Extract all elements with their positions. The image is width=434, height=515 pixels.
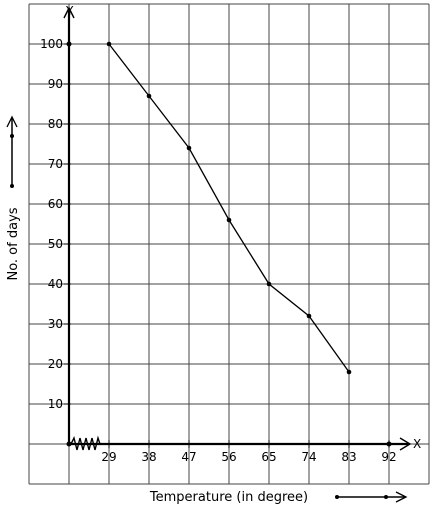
y-direction-arrowhead bbox=[6, 115, 18, 128]
data-point bbox=[146, 93, 152, 99]
x-tick-label: 83 bbox=[341, 450, 356, 464]
origin-point bbox=[66, 441, 72, 447]
y-tick-label: 90 bbox=[48, 77, 63, 91]
data-point bbox=[266, 281, 272, 287]
x-tick-label: 47 bbox=[181, 450, 196, 464]
grid bbox=[28, 3, 430, 485]
y-tick-label: 100 bbox=[40, 37, 63, 51]
x-tick-label: 92 bbox=[381, 450, 396, 464]
data-series bbox=[106, 41, 352, 375]
y-tick-label: 50 bbox=[48, 237, 63, 251]
y-tick-label: 70 bbox=[48, 157, 63, 171]
x-axis-end-point bbox=[386, 441, 392, 447]
x-tick-label: 38 bbox=[141, 450, 156, 464]
data-point bbox=[346, 369, 352, 375]
x-direction-dot bbox=[384, 495, 388, 499]
y-tick-label: 30 bbox=[48, 317, 63, 331]
y-tick-label: 20 bbox=[48, 357, 63, 371]
data-point bbox=[226, 217, 232, 223]
x-tick-label: 29 bbox=[101, 450, 116, 464]
axis-labels: Y X Temperature (in degree) No. of days bbox=[6, 4, 421, 505]
data-point bbox=[106, 41, 112, 47]
x-tick-label: 74 bbox=[301, 450, 316, 464]
x-axis-letter: X bbox=[413, 437, 421, 451]
y-axis-arrowhead bbox=[63, 6, 75, 19]
y-axis-title: No. of days bbox=[6, 207, 21, 280]
data-point bbox=[306, 313, 312, 319]
y-axis-letter: Y bbox=[65, 4, 74, 18]
x-direction-dot bbox=[335, 495, 339, 499]
direction-arrows bbox=[6, 115, 408, 503]
x-axis-title: Temperature (in degree) bbox=[149, 490, 308, 505]
y-tick-label: 60 bbox=[48, 197, 63, 211]
x-direction-arrowhead bbox=[395, 491, 408, 503]
x-tick-label: 56 bbox=[221, 450, 236, 464]
x-tick-label: 65 bbox=[261, 450, 276, 464]
data-point bbox=[186, 145, 192, 151]
x-axis-break bbox=[70, 435, 101, 451]
tick-labels: 29 38 47 56 65 74 83 92 10 20 30 40 50 60 70 80 90 100 bbox=[40, 37, 397, 464]
y-tick-label: 40 bbox=[48, 277, 63, 291]
x-axis-arrowhead bbox=[399, 437, 412, 451]
y-direction-dot bbox=[10, 134, 14, 138]
y-tick-label: 80 bbox=[48, 117, 63, 131]
y-direction-dot bbox=[10, 184, 14, 188]
axes bbox=[63, 6, 412, 451]
y-tick-label: 10 bbox=[48, 397, 63, 411]
